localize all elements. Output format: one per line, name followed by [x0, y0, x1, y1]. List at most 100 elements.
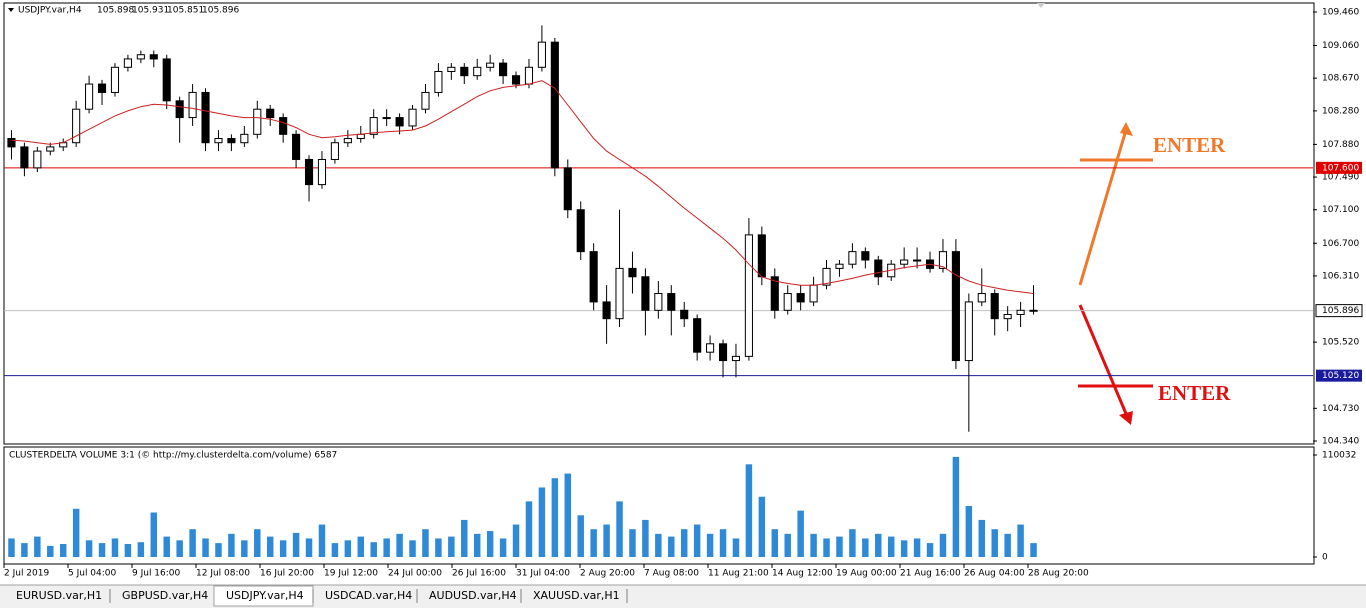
x-tick-label: 24 Jul 00:00: [388, 569, 442, 579]
x-tick-label: 2 Jul 2019: [4, 569, 49, 579]
volume-bar: [616, 501, 623, 557]
candle-body: [809, 284, 818, 303]
volume-bar: [719, 529, 727, 557]
candle-body: [72, 108, 81, 144]
annotation: ENTER: [1153, 133, 1226, 157]
candle-body: [1003, 313, 1012, 320]
volume-bar: [1017, 524, 1024, 557]
tab[interactable]: GBPUSD.var,H4: [122, 589, 208, 602]
volume-bar: [538, 487, 546, 557]
volume-bar: [577, 515, 584, 557]
candle-body: [227, 138, 236, 144]
y-tick-label: 104.730: [1322, 404, 1359, 414]
candle-body: [835, 263, 844, 269]
level-label-bg: [1316, 161, 1362, 174]
volume-bar: [202, 538, 209, 557]
volume-bar: [797, 510, 804, 557]
volume-bar: [137, 542, 145, 557]
x-tick-label: 7 Aug 08:00: [644, 569, 699, 579]
header-price: 105.898: [97, 6, 134, 16]
menu-arrow[interactable]: [8, 8, 14, 12]
candle-body: [304, 158, 314, 186]
arrow-head: [1120, 122, 1133, 136]
volume-bar: [629, 529, 636, 557]
candle-body: [667, 293, 676, 311]
candle-body: [123, 58, 132, 68]
candle-body: [46, 146, 55, 152]
volume-bar: [344, 540, 352, 557]
volume-bar: [34, 536, 41, 557]
x-tick-label: 9 Jul 16:00: [132, 569, 181, 579]
y-tick-label: 109.060: [1322, 41, 1359, 51]
candle-body: [240, 133, 249, 144]
candle-body: [938, 251, 948, 269]
tab[interactable]: AUDUSD.var,H4: [429, 589, 517, 602]
volume-bar: [176, 540, 183, 557]
x-tick-label: 2 Aug 20:00: [580, 569, 635, 579]
candle-body: [783, 293, 792, 311]
candle-body: [964, 301, 973, 362]
x-tick-label: 26 Aug 04:00: [964, 569, 1025, 579]
candle-body: [537, 41, 546, 68]
volume-bar: [823, 538, 830, 557]
volume-bar: [810, 533, 817, 557]
y-tick-label: 107.100: [1322, 205, 1359, 215]
tab[interactable]: USDCAD.var,H4: [325, 589, 412, 602]
candle-body: [524, 66, 534, 85]
candle-body: [822, 267, 831, 286]
volume-bar: [1004, 533, 1011, 557]
volume-bar: [150, 512, 158, 557]
candle-body: [706, 343, 715, 353]
y-tick-label: 109.460: [1322, 8, 1359, 18]
candle-body: [460, 66, 469, 77]
candle-body: [654, 293, 663, 311]
x-tick-label: 28 Aug 20:00: [1028, 569, 1089, 579]
candle-body: [434, 70, 443, 93]
candle-body: [796, 293, 805, 303]
tab[interactable]: EURUSD.var,H1: [16, 589, 102, 602]
volume-bar: [862, 538, 869, 557]
candle-body: [7, 138, 16, 148]
volume-bar: [215, 543, 222, 557]
x-tick-label: 5 Jul 04:00: [68, 569, 117, 579]
candle-body: [97, 83, 107, 93]
y-tick-label: 104.340: [1322, 437, 1359, 447]
header-price: 105.896: [202, 6, 239, 16]
volume-bar: [693, 524, 701, 557]
candle-body: [343, 138, 352, 144]
volume-bar: [732, 538, 740, 557]
tab[interactable]: XAUUSD.var,H1: [533, 589, 620, 602]
candle-body: [292, 133, 301, 160]
volume-bar: [926, 543, 934, 557]
candle-body: [511, 75, 521, 85]
candle-body: [110, 66, 120, 93]
volume-bar: [913, 538, 921, 557]
x-tick-label: 26 Jul 16:00: [452, 569, 506, 579]
tab[interactable]: USDJPY.var,H4: [226, 589, 304, 602]
volume-bar: [189, 529, 196, 557]
candle-body: [395, 117, 404, 127]
volume-bar: [72, 508, 80, 557]
candle-body: [330, 142, 339, 160]
candle-body: [990, 293, 999, 320]
volume-bar: [292, 532, 300, 557]
candle-body: [977, 293, 986, 303]
arrow-head: [1119, 411, 1133, 425]
candle-body: [279, 117, 288, 135]
candle-body: [408, 108, 417, 127]
volume-bar: [512, 524, 520, 557]
tab-bar: [0, 585, 1366, 608]
candle-body: [913, 259, 922, 262]
candle-body: [317, 158, 327, 186]
volume-bar: [331, 543, 339, 557]
volume-bar: [111, 538, 119, 557]
y-tick-label: 107.880: [1322, 140, 1359, 150]
volume-bar: [241, 540, 248, 557]
volume-bar: [758, 496, 766, 557]
level-label-bg: [1316, 369, 1362, 382]
candle-body: [188, 91, 197, 119]
volume-bar: [486, 531, 494, 557]
volume-bar: [254, 529, 261, 557]
volume-bar: [965, 506, 973, 557]
